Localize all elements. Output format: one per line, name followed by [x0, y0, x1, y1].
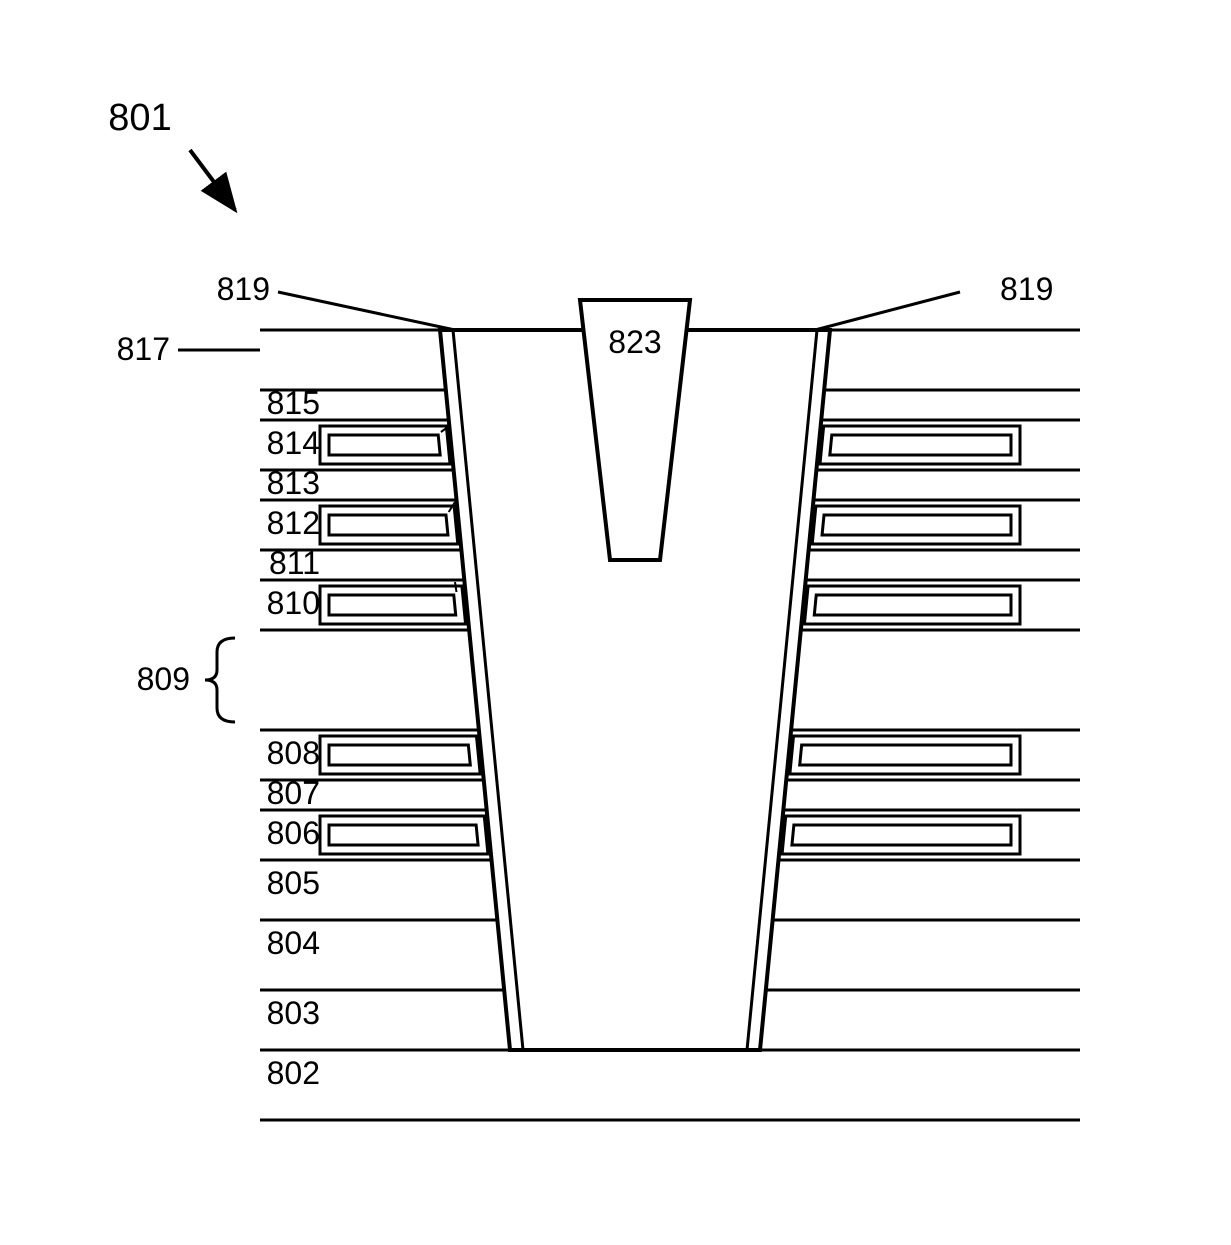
label-808: 808 [267, 735, 320, 771]
brace-809 [205, 638, 235, 722]
diagram-canvas: 802 803 804 805 806 807 808 809 810 811 812 813 814 8… [0, 0, 1231, 1245]
box-left-outer-814 [320, 426, 450, 464]
box-left-outer-808 [320, 736, 480, 774]
label-817: 817 [117, 331, 170, 367]
label-815: 815 [267, 385, 320, 421]
box-left-outer-810 [320, 586, 466, 624]
arrow-801 [190, 150, 235, 210]
label-804: 804 [267, 925, 320, 961]
box-right-outer-810 [804, 586, 1020, 624]
label-805: 805 [267, 865, 320, 901]
label-809: 809 [137, 661, 190, 697]
label-810: 810 [267, 585, 320, 621]
label-823: 823 [608, 324, 661, 360]
assembly-label: 801 [108, 97, 235, 210]
box-left-outer-806 [320, 816, 488, 854]
label-807: 807 [267, 775, 320, 811]
label-812: 812 [267, 505, 320, 541]
box-left-outer-812 [320, 506, 458, 544]
label-802: 802 [267, 1055, 320, 1091]
leader-819-left [278, 292, 455, 330]
label-813: 813 [267, 465, 320, 501]
label-811: 811 [269, 545, 320, 581]
label-819-left: 819 [217, 271, 270, 307]
label-806: 806 [267, 815, 320, 851]
leader-819-right [815, 292, 960, 330]
box-right-outer-806 [782, 816, 1020, 854]
label-814: 814 [267, 425, 320, 461]
label-819-right: 819 [1000, 271, 1053, 307]
box-right-outer-812 [812, 506, 1020, 544]
layer-labels: 802 803 804 805 806 807 808 809 810 811 812 813 814 8… [117, 331, 320, 1091]
box-right-outer-814 [820, 426, 1020, 464]
label-801: 801 [108, 97, 171, 139]
box-right-outer-808 [790, 736, 1020, 774]
label-803: 803 [267, 995, 320, 1031]
